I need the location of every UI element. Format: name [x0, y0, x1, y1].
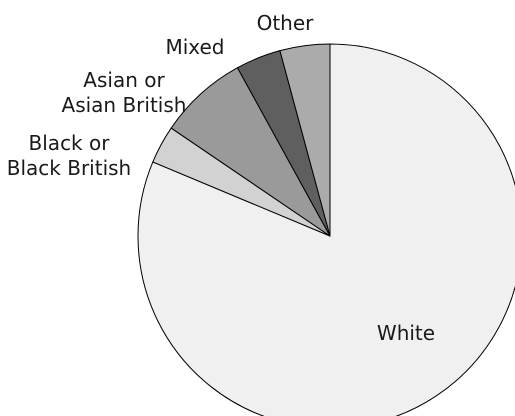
label-black-or-black-british: Black or Black British [7, 131, 131, 180]
slice-other [279, 43, 331, 237]
label-white: White [377, 321, 435, 345]
label-line: Black British [7, 156, 131, 180]
label-line: Asian British [62, 93, 187, 117]
label-other: Other [257, 11, 315, 35]
label-line: Black or [29, 131, 111, 155]
label-mixed: Mixed [165, 35, 224, 59]
label-line: Mixed [165, 35, 224, 59]
label-line: Asian or [83, 68, 165, 92]
label-line: White [377, 321, 435, 345]
slice-white [137, 43, 515, 416]
label-asian-or-asian-british: Asian or Asian British [62, 68, 187, 117]
slices-layer [137, 43, 515, 416]
label-line: Other [257, 11, 315, 35]
labels-layer: White Black or Black British Asian or Asian … [7, 11, 435, 345]
